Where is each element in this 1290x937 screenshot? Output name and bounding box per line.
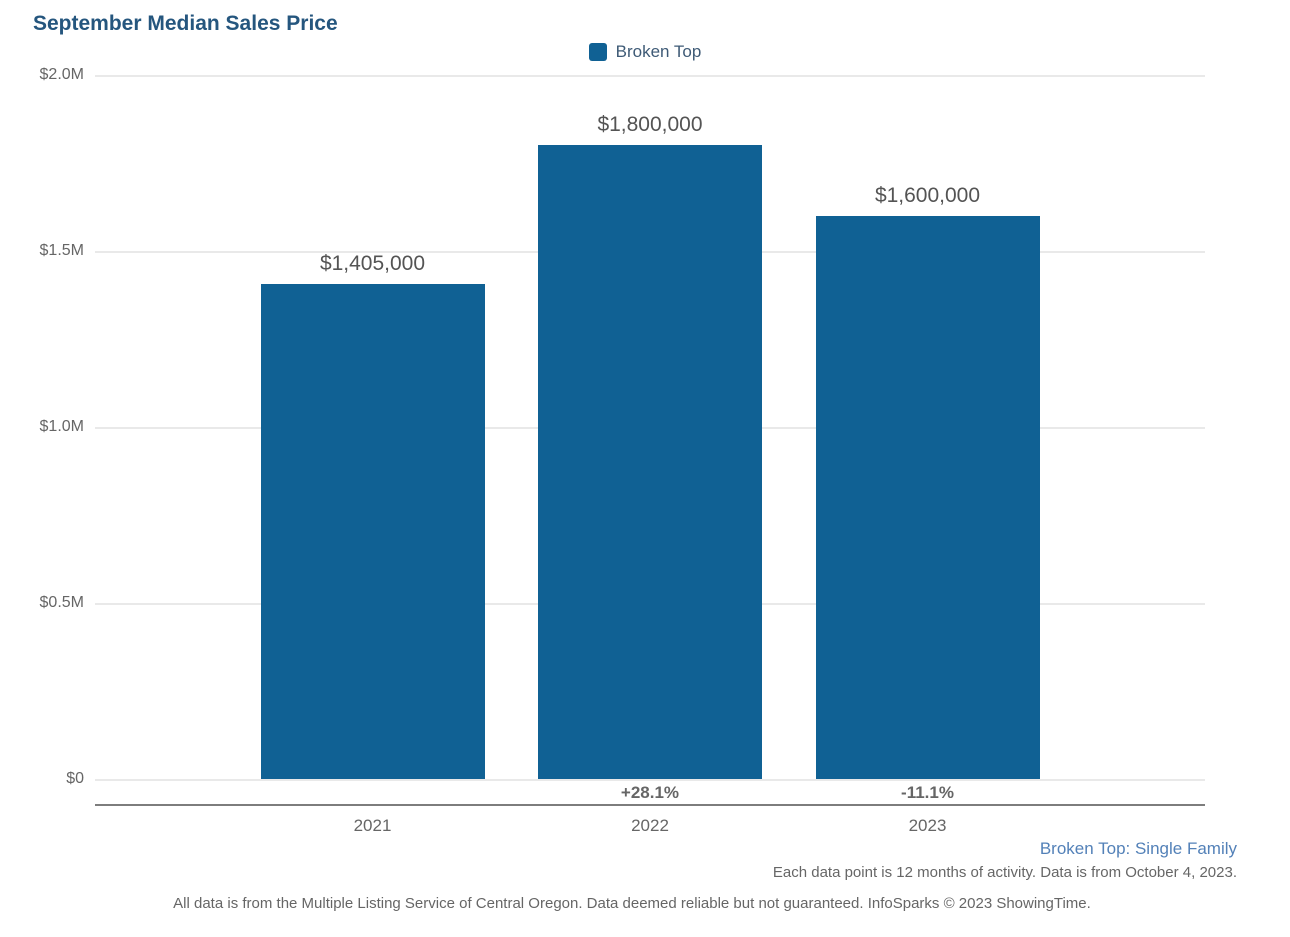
bar-value-label: $1,405,000 [319,252,426,276]
gridline [95,75,1205,77]
bar-2023[interactable] [815,215,1040,779]
x-axis-tick-label: 2021 [353,816,392,835]
y-axis-tick-label: $0.5M [39,594,84,611]
x-axis-tick-label: 2022 [631,816,669,835]
chart-legend: Broken Top [0,42,1290,62]
chart-title: September Median Sales Price [33,12,338,35]
y-axis-tick-label: $0 [66,770,84,787]
bar-value-label: $1,800,000 [597,113,703,137]
y-axis-tick-label: $1.5M [39,242,84,259]
bar-2021[interactable] [260,284,485,779]
plot-area: $2.0M $1.5M $1.0M $0.5M $0 $1,405,000 2021 $1,8… [40,66,1205,835]
x-axis-line [95,804,1205,806]
series-definition-link[interactable]: Broken Top: Single Family [1039,839,1237,858]
bar-2022[interactable] [538,145,762,779]
y-axis-tick-label: $2.0M [39,66,84,83]
legend-swatch-icon [588,43,607,61]
x-axis-tick-label: 2023 [908,816,947,835]
activity-footnote: Each data point is 12 months of activity… [772,864,1237,881]
bar-value-label: $1,600,000 [874,183,981,207]
y-axis-tick-label: $1.0M [39,418,84,435]
legend-label: Broken Top [615,42,702,61]
legend-item-broken-top[interactable]: Broken Top [588,42,702,62]
pct-change-label: -11.1% [901,783,954,802]
disclaimer-footnote: All data is from the Multiple Listing Se… [173,895,1091,912]
gridline [95,779,1205,781]
pct-change-label: +28.1% [620,783,680,802]
